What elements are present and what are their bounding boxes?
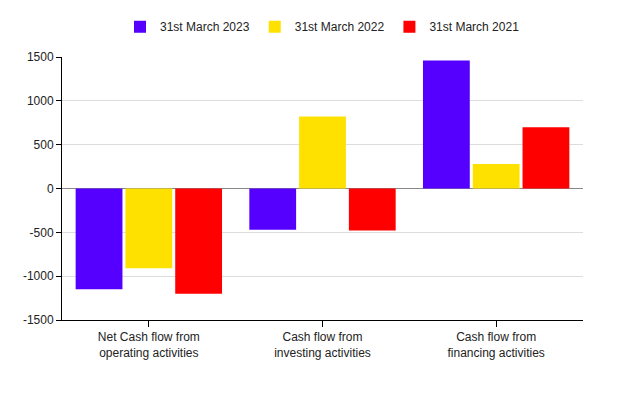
svg-text:Net Cash flow fromoperating ac: Net Cash flow fromoperating activities (98, 330, 200, 360)
svg-text:-1000: -1000 (23, 269, 54, 283)
svg-text:-1500: -1500 (23, 313, 54, 327)
svg-text:Cash flow frominvesting activi: Cash flow frominvesting activities (274, 330, 371, 360)
svg-text:1000: 1000 (27, 94, 54, 108)
svg-text:0: 0 (47, 182, 54, 196)
svg-text:500: 500 (34, 138, 54, 152)
svg-text:-500: -500 (30, 226, 54, 240)
svg-text:31st March 2021: 31st March 2021 (429, 20, 519, 34)
svg-text:31st March 2022: 31st March 2022 (295, 20, 385, 34)
svg-text:31st March 2023: 31st March 2023 (160, 20, 250, 34)
svg-text:1500: 1500 (27, 50, 54, 64)
svg-text:Cash flow fromfinancing activi: Cash flow fromfinancing activities (447, 330, 544, 360)
